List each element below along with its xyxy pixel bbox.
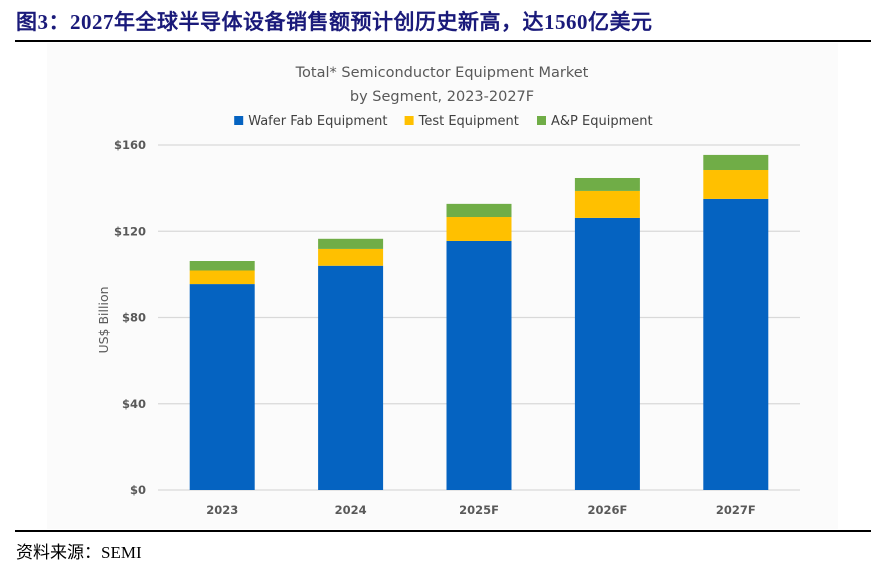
y-tick-label: $160: [114, 138, 146, 152]
y-axis-label: US$ Billion: [96, 286, 111, 353]
bar-wafer-fab-equipment-2026F: [574, 217, 640, 490]
bar-a-p-equipment-2026F: [574, 177, 640, 191]
bar-test-equipment-2027F: [703, 170, 769, 199]
bar-test-equipment-2024: [318, 248, 384, 266]
bar-a-p-equipment-2027F: [703, 154, 769, 171]
y-tick-label: $120: [114, 224, 146, 238]
legend-item: A&P Equipment: [537, 114, 653, 129]
x-tick-label: 2023: [206, 503, 238, 517]
source-note: 资料来源：SEMI: [16, 543, 142, 562]
legend-swatch: [537, 116, 546, 125]
legend-label: A&P Equipment: [551, 114, 653, 129]
legend-item: Test Equipment: [404, 114, 519, 129]
bar-a-p-equipment-2024: [318, 238, 384, 249]
legend: Wafer Fab Equipment Test Equipment A&P Equ…: [234, 114, 653, 129]
legend-label: Wafer Fab Equipment: [248, 114, 387, 129]
bottom-rule: [15, 530, 871, 532]
bar-stack-2025F: [446, 203, 512, 490]
legend-swatch: [404, 116, 414, 125]
y-tick-label: $40: [122, 397, 146, 411]
bar-wafer-fab-equipment-2024: [318, 265, 384, 490]
figure-title: 图3：2027年全球半导体设备销售额预计创历史新高，达1560亿美元: [16, 10, 653, 34]
bar-wafer-fab-equipment-2027F: [703, 198, 769, 490]
bar-a-p-equipment-2025F: [446, 203, 512, 218]
bar-stack-2023: [189, 261, 255, 490]
bar-test-equipment-2023: [189, 270, 255, 285]
bar-stack-2027F: [703, 154, 769, 490]
bar-stack-2026F: [574, 177, 640, 490]
x-tick-label: 2025F: [459, 503, 499, 517]
x-tick-label: 2024: [335, 503, 367, 517]
x-tick-label: 2026F: [587, 503, 627, 517]
y-axis-ticks: $0 $40 $80 $120 $160: [114, 138, 146, 497]
legend-swatch: [234, 116, 244, 125]
y-tick-label: $0: [130, 483, 146, 497]
legend-label: Test Equipment: [418, 114, 519, 129]
bar-test-equipment-2025F: [446, 217, 512, 241]
x-tick-label: 2027F: [716, 503, 756, 517]
top-rule: [15, 40, 871, 42]
bar-stack-2024: [318, 238, 384, 490]
chart-subtitle: by Segment, 2023-2027F: [350, 89, 534, 105]
x-axis-ticks: 2023 2024 2025F 2026F 2027F: [206, 503, 756, 517]
bar-wafer-fab-equipment-2025F: [446, 240, 512, 490]
bars: [189, 154, 769, 490]
bar-a-p-equipment-2023: [189, 261, 255, 271]
legend-item: Wafer Fab Equipment: [234, 114, 387, 129]
y-tick-label: $80: [122, 311, 146, 325]
bar-test-equipment-2026F: [574, 190, 640, 218]
bar-wafer-fab-equipment-2023: [189, 284, 255, 490]
chart-title: Total* Semiconductor Equipment Market: [295, 65, 589, 81]
